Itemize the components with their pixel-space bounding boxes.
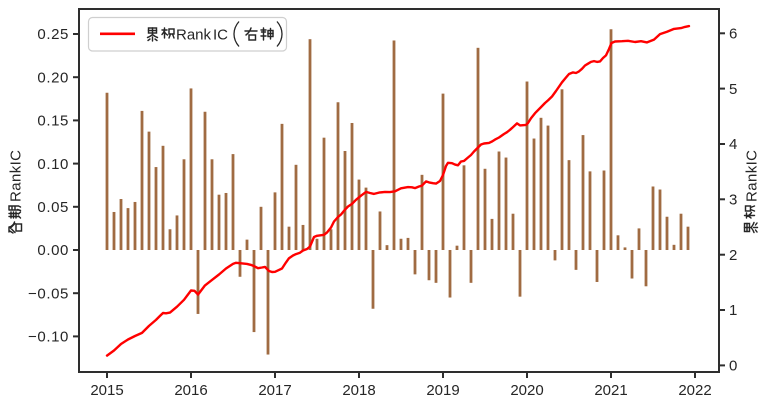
svg-text:−0.05: −0.05 [28, 285, 69, 302]
svg-text:0.10: 0.10 [37, 156, 69, 173]
svg-text:2022: 2022 [678, 382, 711, 399]
svg-text:4: 4 [729, 136, 737, 153]
svg-text:0.20: 0.20 [37, 69, 69, 86]
svg-text:IC: IC [213, 27, 228, 44]
svg-text:2019: 2019 [426, 382, 459, 399]
svg-text:0.25: 0.25 [37, 26, 69, 43]
svg-text:RankIC: RankIC [743, 150, 760, 202]
svg-text:0.05: 0.05 [37, 199, 69, 216]
svg-text:Rank: Rank [176, 27, 212, 44]
svg-text:−0.10: −0.10 [28, 329, 69, 346]
svg-text:2021: 2021 [594, 382, 627, 399]
svg-text:1: 1 [729, 302, 737, 319]
svg-text:0: 0 [729, 358, 737, 375]
svg-text:5: 5 [729, 81, 737, 98]
svg-text:2020: 2020 [510, 382, 543, 399]
svg-text:0.15: 0.15 [37, 113, 69, 130]
svg-text:6: 6 [729, 26, 737, 43]
svg-text:2016: 2016 [174, 382, 207, 399]
svg-text:2018: 2018 [342, 382, 375, 399]
svg-text:3: 3 [729, 192, 737, 209]
svg-text:2015: 2015 [90, 382, 123, 399]
svg-text:RankIC: RankIC [7, 150, 24, 202]
svg-text:2017: 2017 [258, 382, 291, 399]
svg-text:2: 2 [729, 247, 737, 264]
svg-text:0.00: 0.00 [37, 242, 69, 259]
